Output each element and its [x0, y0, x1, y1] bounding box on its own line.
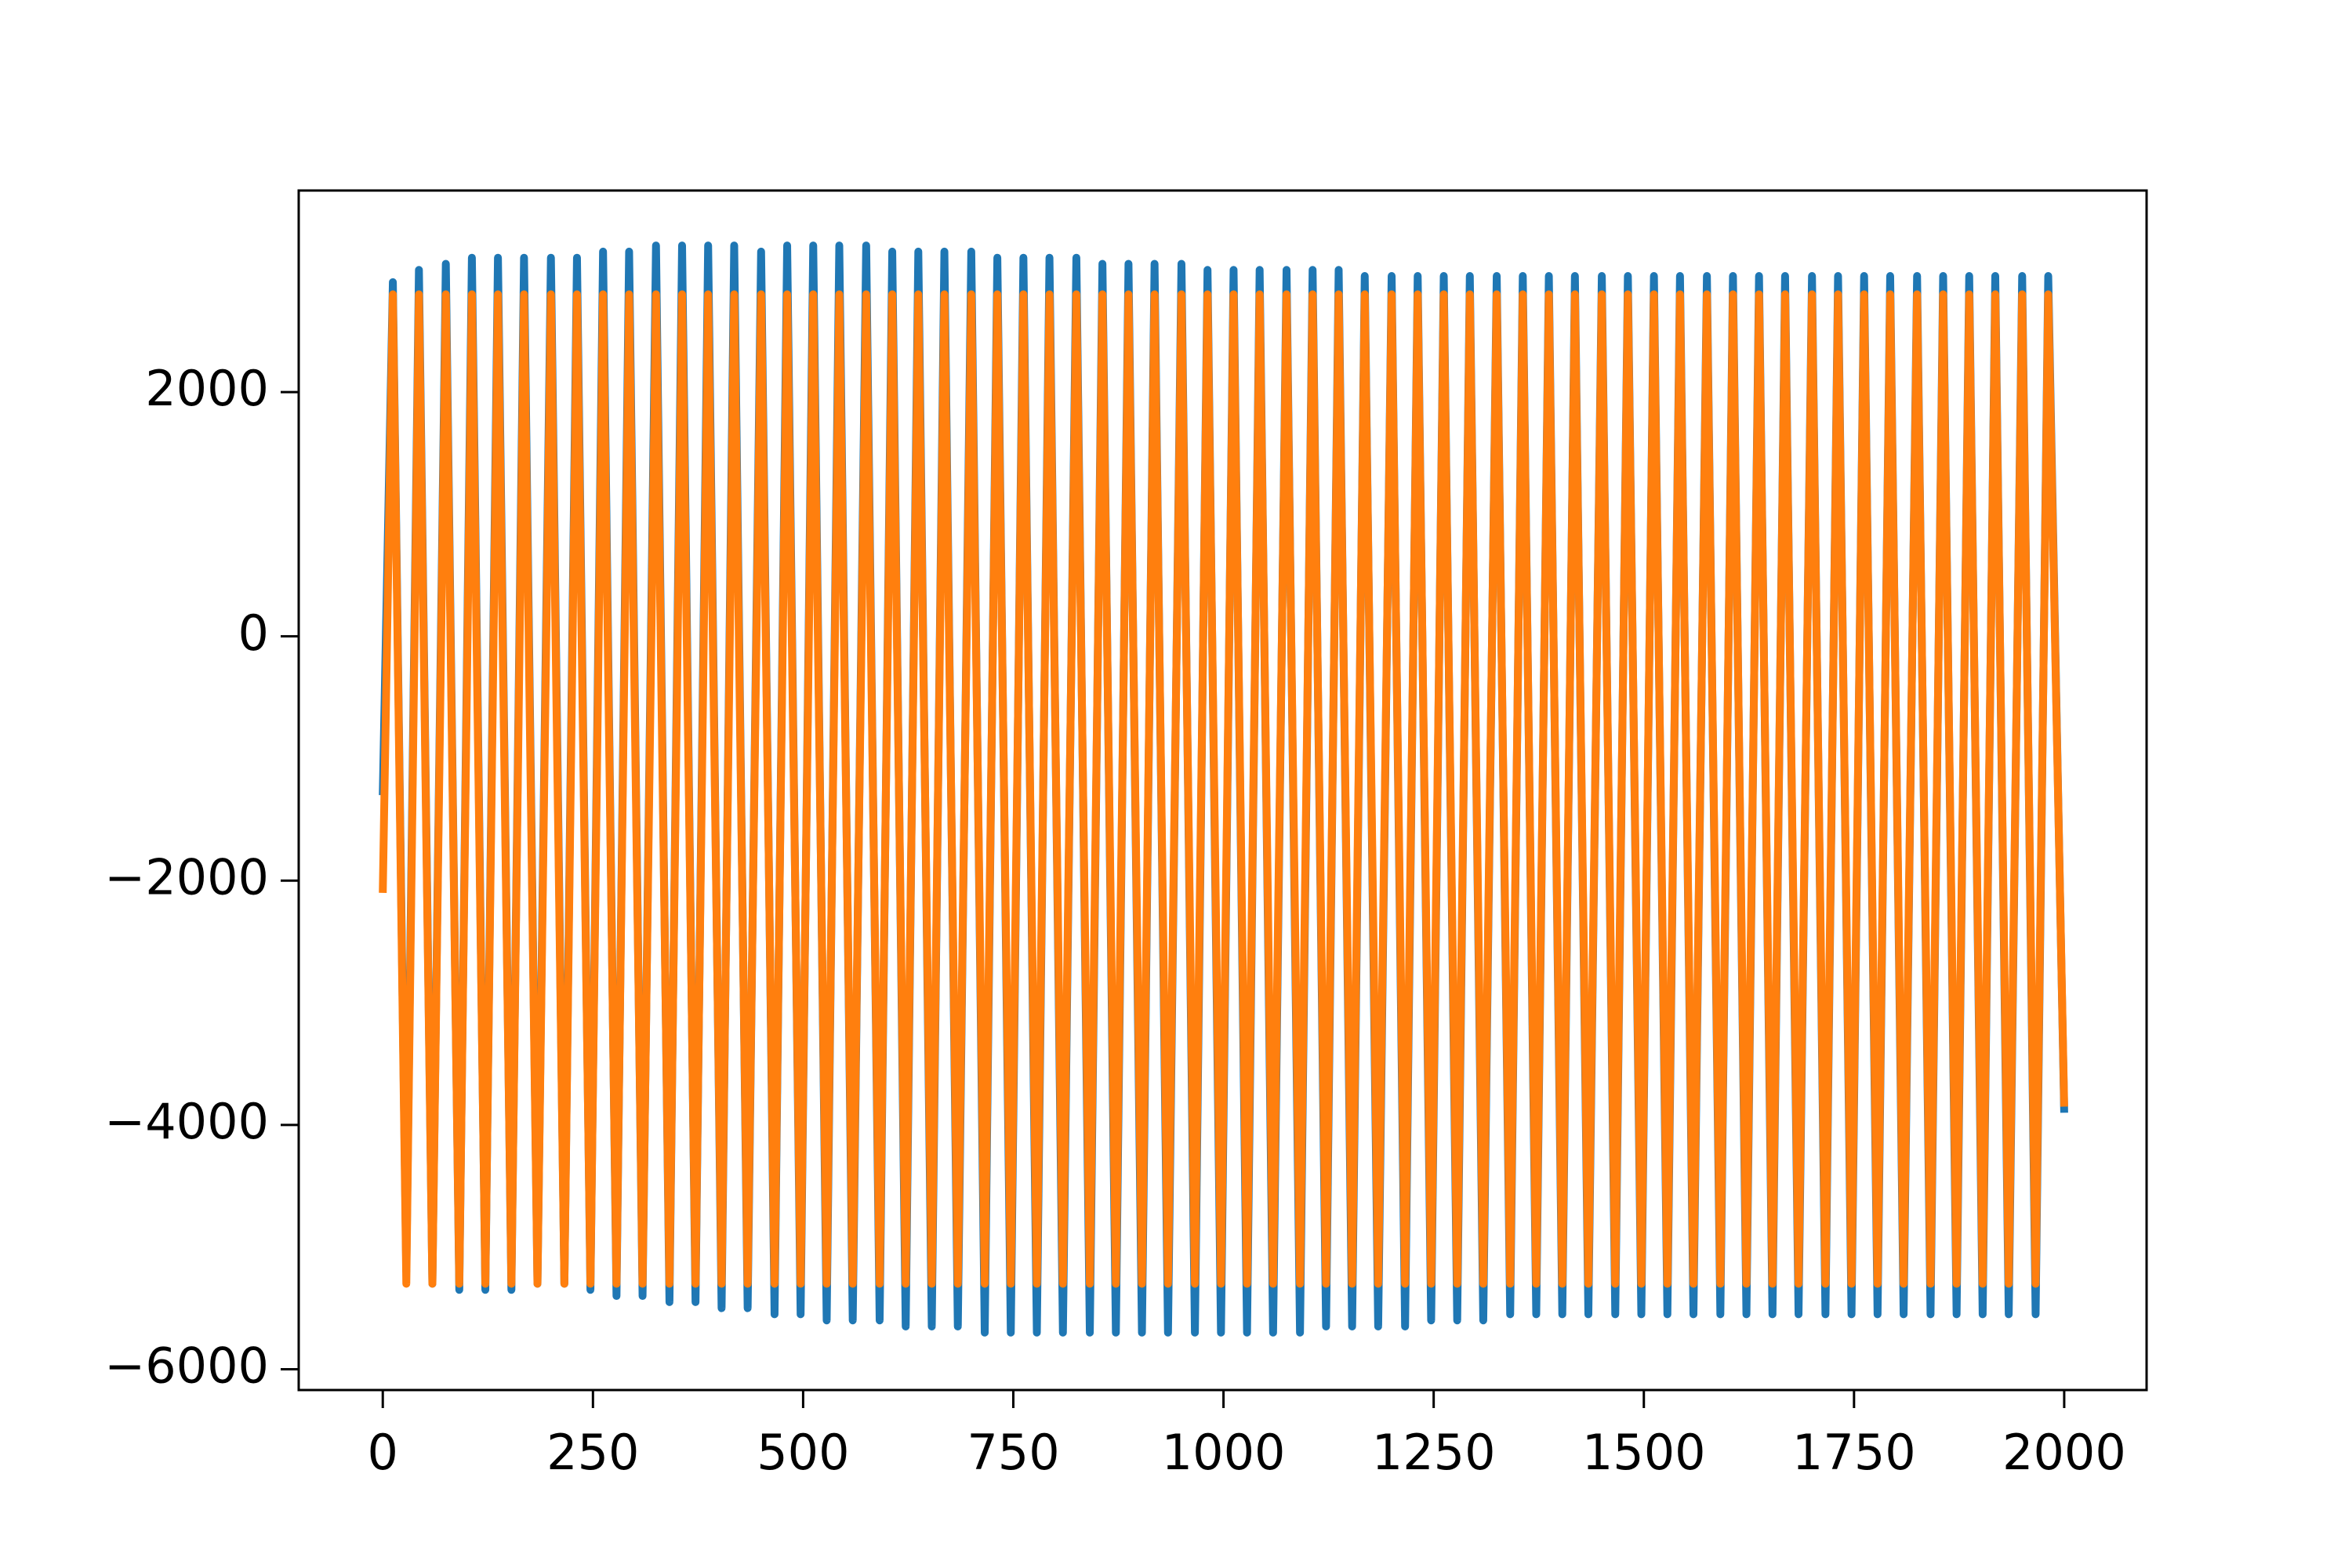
x-tick-label: 0 — [368, 1424, 398, 1481]
y-tick-label: 0 — [238, 604, 269, 662]
x-tick-label: 250 — [546, 1424, 639, 1481]
series-line — [379, 290, 2068, 1288]
x-tick-label: 2000 — [2002, 1424, 2126, 1481]
y-tick-label: −2000 — [104, 848, 269, 906]
x-tick-label: 500 — [757, 1424, 849, 1481]
y-tick-label: 2000 — [145, 360, 269, 417]
plot-area — [379, 241, 2068, 1337]
y-tick-label: −4000 — [104, 1093, 269, 1150]
x-tick-label: 1000 — [1162, 1424, 1286, 1481]
x-tick-label: 750 — [967, 1424, 1059, 1481]
y-tick-label: −6000 — [104, 1338, 269, 1395]
x-tick-label: 1500 — [1582, 1424, 1706, 1481]
x-tick-label: 1250 — [1372, 1424, 1496, 1481]
x-tick-label: 1750 — [1792, 1424, 1916, 1481]
